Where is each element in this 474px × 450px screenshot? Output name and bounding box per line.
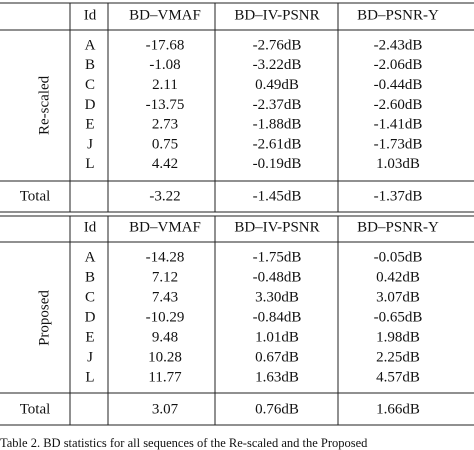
cell: 0.67dB [255, 349, 299, 365]
total-cell: 0.76dB [255, 401, 299, 417]
column-header: BD–PSNR-Y [357, 7, 439, 23]
cell: -0.65dB [374, 309, 423, 325]
cell: C [85, 77, 95, 93]
cell: -10.29 [146, 309, 185, 325]
cell: -17.68 [146, 37, 185, 53]
caption: Table 2. BD statistics for all sequences… [0, 436, 368, 450]
cell: 0.49dB [255, 77, 299, 93]
column-header: BD–PSNR-Y [357, 219, 439, 235]
cell: 3.07dB [376, 289, 420, 305]
cell: -0.19dB [253, 156, 302, 172]
cell: 2.25dB [376, 349, 420, 365]
cell: -1.73dB [374, 136, 423, 152]
total-cell: -3.22 [149, 188, 180, 204]
cell: C [85, 289, 95, 305]
cell: -3.22dB [253, 57, 302, 73]
cell: J [87, 349, 93, 365]
total-cell: 3.07 [152, 401, 179, 417]
cell: -2.76dB [253, 37, 302, 53]
cell: 7.12 [152, 269, 178, 285]
cell: L [85, 369, 94, 385]
total-cell: -1.37dB [374, 188, 423, 204]
section-label: Re-scaled [36, 75, 52, 135]
cell: 4.42 [152, 156, 178, 172]
cell: -0.44dB [374, 77, 423, 93]
column-header: Id [84, 7, 97, 23]
cell: 10.28 [148, 349, 182, 365]
cell: 1.63dB [255, 369, 299, 385]
cell: -2.06dB [374, 57, 423, 73]
total-cell: -1.45dB [253, 188, 302, 204]
cell: -0.48dB [253, 269, 302, 285]
cell: 11.77 [148, 369, 182, 385]
cell: -0.05dB [374, 249, 423, 265]
total-label: Total [20, 401, 51, 417]
section-label: Proposed [36, 290, 52, 346]
cell: B [85, 269, 95, 285]
cell: -2.61dB [253, 136, 302, 152]
cell: A [85, 37, 96, 53]
cell: 0.42dB [376, 269, 420, 285]
cell: 1.98dB [376, 329, 420, 345]
cell: -1.75dB [253, 249, 302, 265]
cell: 7.43 [152, 289, 178, 305]
total-label: Total [20, 188, 51, 204]
cell: -2.60dB [374, 97, 423, 113]
cell: L [85, 156, 94, 172]
cell: D [85, 309, 96, 325]
cell: 1.03dB [376, 156, 420, 172]
column-header: BD–VMAF [129, 219, 201, 235]
total-cell: 1.66dB [376, 401, 420, 417]
cell: J [87, 136, 93, 152]
cell: -0.84dB [253, 309, 302, 325]
cell: A [85, 249, 96, 265]
cell: 1.01dB [255, 329, 299, 345]
cell: -1.88dB [253, 117, 302, 133]
cell: B [85, 57, 95, 73]
cell: 2.73 [152, 117, 178, 133]
cell: E [85, 117, 94, 133]
cell: -1.08 [149, 57, 180, 73]
cell: -14.28 [146, 249, 185, 265]
cell: -13.75 [146, 97, 185, 113]
column-header: Id [84, 219, 97, 235]
cell: 3.30dB [255, 289, 299, 305]
cell: -1.41dB [374, 117, 423, 133]
cell: 0.75 [152, 136, 178, 152]
cell: 9.48 [152, 329, 178, 345]
column-header: BD–VMAF [129, 7, 201, 23]
cell: D [85, 97, 96, 113]
cell: -2.37dB [253, 97, 302, 113]
cell: 2.11 [152, 77, 178, 93]
column-header: BD–IV-PSNR [234, 7, 319, 23]
column-header: BD–IV-PSNR [234, 219, 319, 235]
cell: E [85, 329, 94, 345]
cell: -2.43dB [374, 37, 423, 53]
cell: 4.57dB [376, 369, 420, 385]
